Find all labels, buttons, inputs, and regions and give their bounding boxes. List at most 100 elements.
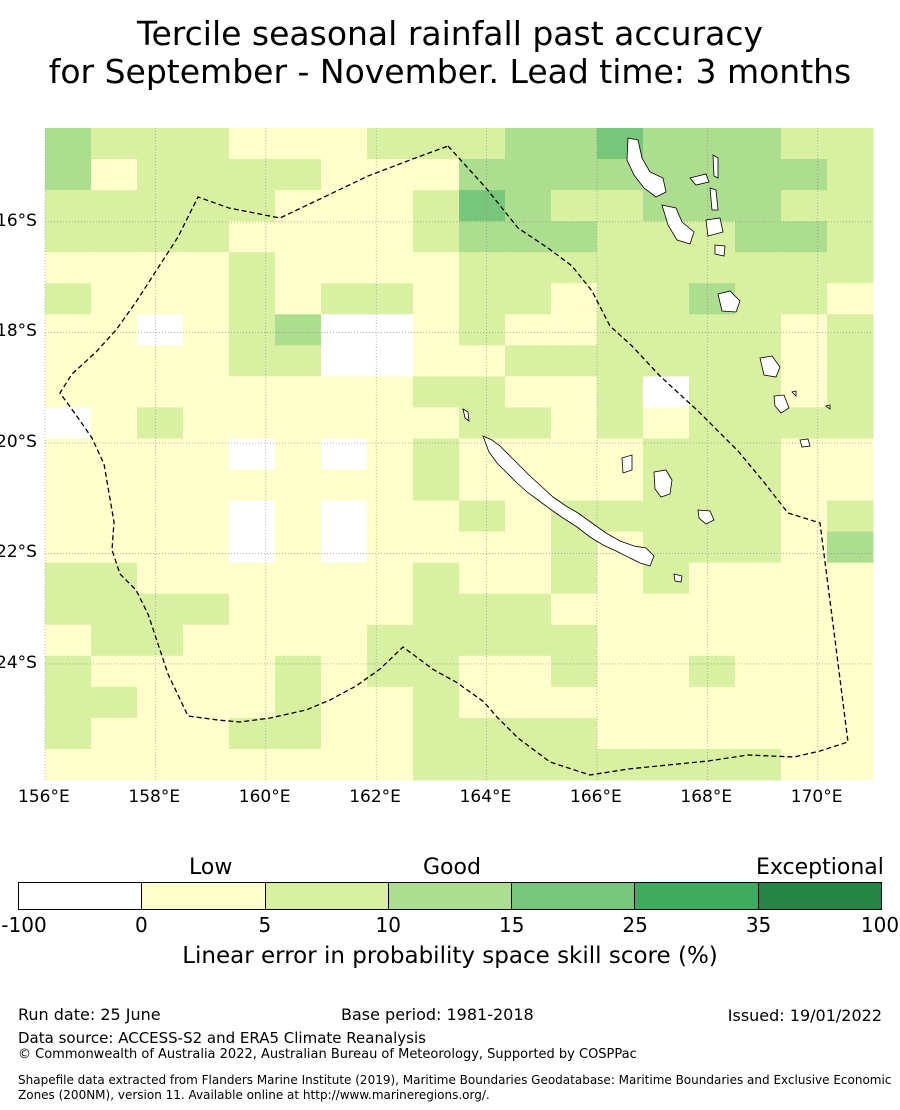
colorbar-segment bbox=[142, 883, 266, 909]
skill-cell bbox=[367, 159, 414, 191]
skill-cell bbox=[91, 469, 138, 502]
skill-cell bbox=[827, 655, 874, 688]
skill-cell bbox=[551, 686, 598, 719]
skill-cell bbox=[689, 717, 736, 750]
skill-cell bbox=[459, 221, 506, 253]
skill-cell bbox=[735, 500, 782, 533]
skill-cell bbox=[413, 252, 460, 284]
skill-cell bbox=[91, 655, 138, 688]
skill-cell bbox=[183, 624, 230, 657]
skill-cell bbox=[689, 407, 736, 439]
skill-cell bbox=[781, 500, 828, 533]
skill-cell bbox=[137, 283, 184, 315]
longitude-label: 156°E bbox=[18, 787, 70, 807]
skill-cell bbox=[413, 190, 460, 222]
skill-cell bbox=[597, 252, 644, 284]
skill-cell bbox=[183, 655, 230, 688]
skill-cell bbox=[827, 128, 874, 160]
skill-cell bbox=[183, 748, 230, 781]
skill-cell bbox=[781, 748, 828, 781]
eez-boundary bbox=[59, 145, 849, 776]
skill-cell bbox=[137, 252, 184, 284]
colorbar-tick-label: -100 bbox=[1, 913, 47, 937]
skill-cell bbox=[689, 624, 736, 657]
colorbar-tick-label: 100 bbox=[860, 913, 900, 937]
skill-cell bbox=[827, 345, 874, 377]
skill-cell bbox=[275, 500, 322, 533]
skill-cell bbox=[91, 562, 138, 595]
skill-cell bbox=[91, 221, 138, 253]
skill-cell bbox=[505, 593, 552, 626]
skill-cell bbox=[735, 624, 782, 657]
skill-cell bbox=[735, 655, 782, 688]
skill-cell bbox=[781, 624, 828, 657]
latitude-label: 22°S bbox=[0, 542, 37, 563]
skill-cell bbox=[643, 500, 690, 533]
skill-cell bbox=[413, 221, 460, 253]
skill-cell bbox=[735, 314, 782, 346]
colorbar-segment bbox=[512, 883, 636, 909]
skill-cell bbox=[229, 190, 276, 222]
skill-cell bbox=[321, 748, 368, 781]
skill-cell bbox=[643, 345, 690, 377]
skill-cell bbox=[321, 159, 368, 191]
skill-cell bbox=[45, 221, 92, 253]
skill-cell bbox=[827, 748, 874, 781]
skill-cell bbox=[45, 190, 92, 222]
skill-cell bbox=[137, 190, 184, 222]
skill-cell bbox=[183, 221, 230, 253]
skill-cell bbox=[183, 376, 230, 408]
skill-cell bbox=[91, 376, 138, 408]
skill-cell bbox=[459, 655, 506, 688]
skill-cell bbox=[229, 128, 276, 160]
skill-cell bbox=[91, 686, 138, 719]
skill-cell bbox=[137, 500, 184, 533]
skill-cell bbox=[183, 593, 230, 626]
skill-cell bbox=[321, 252, 368, 284]
skill-cell bbox=[321, 376, 368, 408]
skill-cell bbox=[781, 407, 828, 439]
skill-cell bbox=[827, 407, 874, 439]
island-aniwa bbox=[825, 404, 831, 410]
skill-cell bbox=[45, 128, 92, 160]
skill-cell bbox=[229, 686, 276, 719]
skill-cell bbox=[367, 655, 414, 688]
skill-cell bbox=[229, 407, 276, 439]
skill-cell bbox=[827, 221, 874, 253]
skill-cell bbox=[137, 314, 184, 346]
skill-cell bbox=[689, 531, 736, 564]
island-ile-des-pins bbox=[673, 573, 683, 583]
skill-cell bbox=[413, 128, 460, 160]
legend-good-label: Good bbox=[423, 855, 481, 880]
skill-cell bbox=[827, 469, 874, 502]
skill-cell bbox=[597, 500, 644, 533]
longitude-label: 160°E bbox=[238, 787, 291, 807]
latitude-label: 20°S bbox=[0, 431, 37, 452]
skill-cell bbox=[827, 686, 874, 719]
skill-cell bbox=[643, 562, 690, 595]
longitude-label: 168°E bbox=[680, 787, 733, 807]
skill-cell bbox=[735, 190, 782, 222]
skill-cell bbox=[137, 128, 184, 160]
skill-cell bbox=[413, 531, 460, 564]
skill-cell bbox=[45, 407, 92, 439]
skill-cell bbox=[505, 252, 552, 284]
skill-cell bbox=[91, 407, 138, 439]
skill-cell bbox=[597, 469, 644, 502]
skill-cell bbox=[413, 593, 460, 626]
longitude-label: 158°E bbox=[128, 787, 181, 807]
skill-cell bbox=[91, 438, 138, 471]
skill-cell bbox=[689, 593, 736, 626]
skill-cell bbox=[183, 345, 230, 377]
skill-cell bbox=[505, 407, 552, 439]
skill-cell bbox=[45, 469, 92, 502]
skill-cell bbox=[459, 190, 506, 222]
skill-cell bbox=[505, 531, 552, 564]
skill-cell bbox=[413, 686, 460, 719]
skill-cell bbox=[413, 345, 460, 377]
skill-cell bbox=[91, 717, 138, 750]
skill-cell bbox=[505, 655, 552, 688]
skill-cell bbox=[275, 128, 322, 160]
skill-cell bbox=[183, 531, 230, 564]
island-maewo bbox=[712, 154, 719, 179]
